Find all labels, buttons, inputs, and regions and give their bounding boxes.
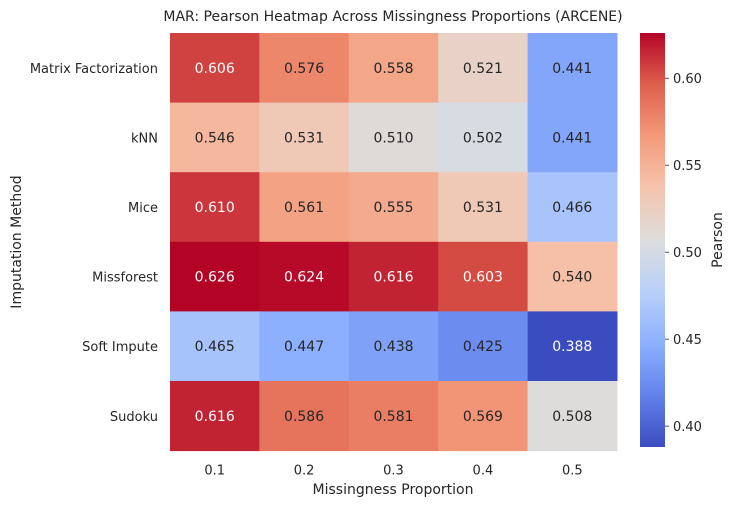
cell-value-label: 0.447 [284,339,324,355]
cell-value-label: 0.586 [284,409,324,425]
heatmap-cell [170,172,260,243]
cell-value-label: 0.610 [195,200,235,216]
heatmap-cells [170,33,618,452]
colorbar-tick-label: 0.55 [673,159,702,174]
heatmap-cell [527,241,618,312]
heatmap-cell [348,381,439,452]
heatmap-cell [438,241,529,312]
colorbar-label: Pearson [710,212,726,268]
y-tick-label: Soft Impute [82,340,158,355]
heatmap-cell [527,381,618,452]
heatmap-cell [348,311,439,382]
cell-value-label: 0.466 [552,200,592,216]
x-tick-label: 0.5 [562,464,583,479]
heatmap-cell [259,381,350,452]
heatmap-cell [527,172,618,243]
heatmap-cell [348,172,439,243]
cell-value-label: 0.540 [552,270,592,286]
cell-value-label: 0.616 [373,270,413,286]
colorbar [640,33,665,447]
x-tick-label: 0.4 [473,464,494,479]
cell-value-label: 0.502 [463,130,503,146]
heatmap-cell [438,33,529,104]
cell-value-label: 0.546 [195,130,235,146]
heatmap-cell [170,33,260,104]
heatmap-cell [527,33,618,104]
heatmap-cell [438,172,529,243]
heatmap-cell [348,33,439,104]
heatmap-cell [438,102,529,173]
heatmap-cell [527,102,618,173]
cell-value-label: 0.425 [463,339,503,355]
colorbar-ticks: 0.40 0.45 0.50 0.55 0.60 [665,72,702,435]
x-tick-labels: 0.1 0.2 0.3 0.4 0.5 [204,464,582,479]
y-tick-labels: Matrix Factorization kNN Mice Missforest Sof… [30,62,158,425]
cell-value-label: 0.624 [284,270,324,286]
heatmap-cell [259,172,350,243]
heatmap-cell [348,241,439,312]
heatmap-cell [259,241,350,312]
heatmap-cell [348,102,439,173]
cell-value-label: 0.581 [373,409,413,425]
heatmap-cell [438,381,529,452]
cell-value-label: 0.508 [552,409,592,425]
colorbar-tick-label: 0.60 [673,72,702,87]
x-tick-label: 0.1 [204,464,225,479]
y-tick-label: kNN [131,131,158,146]
cell-value-label: 0.510 [373,130,413,146]
cell-value-label: 0.569 [463,409,503,425]
heatmap-cell [259,33,350,104]
colorbar-tick-label: 0.50 [673,246,702,261]
cell-value-label: 0.616 [195,409,235,425]
y-tick-label: Sudoku [110,410,158,425]
y-tick-label: Missforest [92,271,158,286]
chart-title: MAR: Pearson Heatmap Across Missingness … [163,9,622,25]
cell-value-label: 0.606 [195,61,235,77]
cell-value-label: 0.465 [195,339,235,355]
x-tick-label: 0.3 [383,464,404,479]
colorbar-tick-label: 0.40 [673,420,702,435]
y-tick-label: Mice [128,201,158,216]
cell-value-label: 0.441 [552,61,592,77]
y-axis-label: Imputation Method [9,175,25,308]
cell-value-label: 0.561 [284,200,324,216]
x-tick-label: 0.2 [294,464,315,479]
heatmap-cell [259,102,350,173]
cell-value-label: 0.558 [373,61,413,77]
cell-annotations: 0.606 0.576 0.558 0.521 0.441 0.546 0.531 0.510… [195,61,593,425]
heatmap-cell [170,381,260,452]
cell-value-label: 0.531 [463,200,503,216]
cell-value-label: 0.626 [195,270,235,286]
heatmap-cell [170,102,260,173]
y-tick-label: Matrix Factorization [30,62,158,77]
heatmap-cell [259,311,350,382]
cell-value-label: 0.555 [373,200,413,216]
heatmap-cell [527,311,618,382]
x-axis-label: Missingness Proportion [313,482,474,498]
heatmap-cell [170,241,260,312]
cell-value-label: 0.603 [463,270,503,286]
cell-value-label: 0.441 [552,130,592,146]
heatmap-cell [438,311,529,382]
cell-value-label: 0.521 [463,61,503,77]
cell-value-label: 0.531 [284,130,324,146]
cell-value-label: 0.388 [552,339,592,355]
heatmap-cell [170,311,260,382]
cell-value-label: 0.576 [284,61,324,77]
colorbar-tick-label: 0.45 [673,333,702,348]
cell-value-label: 0.438 [373,339,413,355]
